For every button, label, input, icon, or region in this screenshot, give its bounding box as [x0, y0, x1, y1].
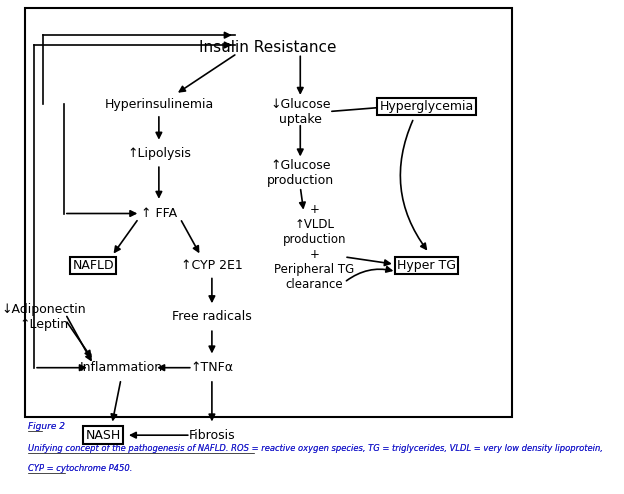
Text: Unifying concept of the pathogenesis of NAFLD. ROS = reactive oxygen species, TG: Unifying concept of the pathogenesis of … — [27, 444, 602, 453]
Text: NASH: NASH — [85, 429, 121, 442]
Text: Hyperglycemia: Hyperglycemia — [379, 100, 474, 113]
Text: ↓Glucose
uptake: ↓Glucose uptake — [270, 97, 331, 125]
Text: Unifying concept of the pathogenesis of NAFLD. ROS = reactive oxygen species, TG: Unifying concept of the pathogenesis of … — [27, 444, 602, 453]
Text: ↑CYP 2E1: ↑CYP 2E1 — [181, 259, 243, 272]
Text: ↑Lipolysis: ↑Lipolysis — [127, 147, 191, 160]
Text: Figure 2: Figure 2 — [27, 422, 64, 431]
Text: CYP = cytochrome P450.: CYP = cytochrome P450. — [27, 464, 132, 473]
Text: Figure 2: Figure 2 — [27, 422, 64, 431]
Text: CYP = cytochrome P450.: CYP = cytochrome P450. — [27, 464, 132, 473]
Text: Free radicals: Free radicals — [172, 310, 251, 324]
Text: Unifying concept of the pathogenesis of NAFLD. ROS = reactive oxygen species, TG: Unifying concept of the pathogenesis of … — [27, 444, 602, 453]
Text: Figure 2: Figure 2 — [27, 422, 64, 431]
Text: +
↑VLDL
production
+
Peripheral TG
clearance: + ↑VLDL production + Peripheral TG clear… — [275, 203, 354, 291]
Text: Insulin Resistance: Insulin Resistance — [198, 40, 336, 55]
Text: Hyper TG: Hyper TG — [397, 259, 456, 272]
Text: ↑ FFA: ↑ FFA — [141, 207, 177, 220]
Text: NAFLD: NAFLD — [72, 259, 114, 272]
Text: CYP = cytochrome P450.: CYP = cytochrome P450. — [27, 464, 132, 473]
FancyBboxPatch shape — [25, 8, 512, 417]
Text: ↑Glucose
production: ↑Glucose production — [266, 159, 334, 187]
Text: Hyperinsulinemia: Hyperinsulinemia — [104, 98, 213, 111]
Text: ↓Adiponectin
↑Leptin: ↓Adiponectin ↑Leptin — [2, 303, 87, 331]
Text: Fibrosis: Fibrosis — [188, 429, 235, 442]
Text: Inflammation: Inflammation — [79, 361, 163, 374]
Text: ↑TNFα: ↑TNFα — [190, 361, 233, 374]
